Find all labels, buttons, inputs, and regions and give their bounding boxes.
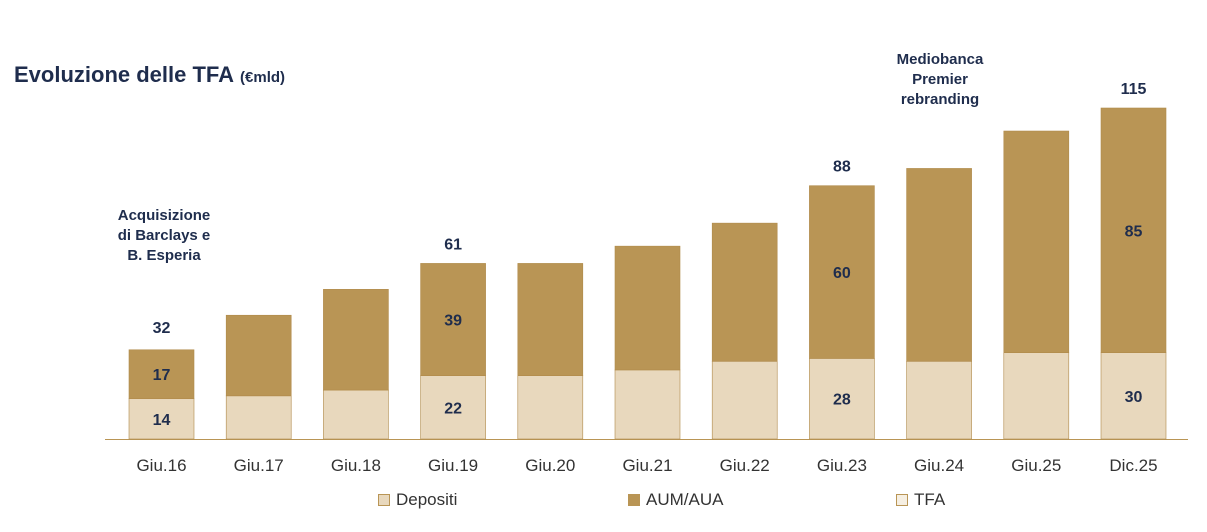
bar-segment-depositi [517, 375, 584, 440]
bar-segment-aum-aua [1003, 130, 1070, 353]
x-tick-label: Giu.21 [622, 456, 672, 475]
legend-label-aum-aua: AUM/AUA [646, 490, 724, 509]
data-label-aum-aua: 85 [1125, 223, 1143, 240]
x-tick-label: Giu.17 [234, 456, 284, 475]
legend-item-aum-aua: AUM/AUA [628, 490, 723, 510]
chart-legend: Depositi AUM/AUA TFA [0, 490, 1207, 514]
bar-segment-depositi [1100, 352, 1167, 440]
acquisition-annotation: Acquisizione di Barclays e B. Esperia [104, 206, 224, 266]
x-tick-label: Giu.18 [331, 456, 381, 475]
chart-title-text: Evoluzione delle TFA [14, 62, 235, 87]
data-label-depositi: 28 [833, 392, 851, 409]
acquisition-annotation-line: B. Esperia [127, 247, 201, 264]
bar-segment-depositi [128, 398, 195, 440]
rebranding-annotation-line: Premier [912, 71, 968, 88]
data-label-aum-aua: 39 [444, 313, 462, 330]
x-tick-label: Giu.16 [136, 456, 186, 475]
x-tick-label: Giu.19 [428, 456, 478, 475]
bar-segment-depositi [711, 360, 778, 440]
bar-segment-depositi [323, 389, 389, 440]
bar-segment-depositi [1003, 352, 1070, 440]
data-label-depositi: 30 [1125, 389, 1143, 406]
acquisition-annotation-line: di Barclays e [117, 227, 211, 244]
data-label-aum-aua: 17 [153, 367, 171, 384]
bar-segment-depositi [906, 360, 972, 440]
bar-segment-depositi [809, 358, 875, 440]
x-tick-label: Giu.24 [914, 456, 964, 475]
bar-segment-aum-aua [614, 245, 681, 371]
bar-segment-aum-aua [128, 349, 195, 400]
bar-segment-aum-aua [420, 263, 486, 376]
data-label-depositi: 22 [444, 400, 462, 417]
bar-segment-aum-aua [323, 289, 389, 391]
data-label-depositi: 14 [153, 412, 171, 429]
acquisition-annotation-line: Acquisizione [117, 207, 211, 224]
legend-item-depositi: Depositi [378, 490, 457, 510]
x-tick-label: Giu.20 [525, 456, 575, 475]
bar-segment-depositi [225, 395, 292, 440]
x-tick-label: Giu.22 [720, 456, 770, 475]
legend-item-tfa: TFA [896, 490, 945, 510]
chart-title: Evoluzione delle TFA (€mld) [14, 62, 285, 88]
bar-segment-aum-aua [1100, 107, 1167, 353]
rebranding-annotation-line: rebranding [900, 91, 980, 108]
rebranding-annotation-line: Mediobanca [896, 51, 984, 68]
bar-segment-aum-aua [225, 314, 292, 397]
legend-swatch-tfa [896, 494, 908, 506]
bar-segment-depositi [420, 375, 486, 440]
bar-segment-aum-aua [711, 222, 778, 362]
chart-title-unit: (€mld) [240, 69, 286, 86]
bar-segment-depositi [614, 369, 681, 440]
total-label: 88 [833, 159, 851, 176]
total-label: 61 [444, 236, 462, 253]
x-tick-label: Dic.25 [1109, 456, 1157, 475]
total-label: 115 [1121, 81, 1147, 98]
x-tick-label: Giu.23 [817, 456, 867, 475]
rebranding-annotation: Mediobanca Premier rebranding [872, 50, 1008, 110]
legend-swatch-aum-aua [628, 494, 640, 506]
legend-label-tfa: TFA [914, 490, 946, 509]
data-label-aum-aua: 60 [833, 265, 851, 282]
bar-segment-aum-aua [906, 168, 972, 362]
x-tick-label: Giu.25 [1011, 456, 1061, 475]
legend-label-depositi: Depositi [396, 490, 458, 509]
bar-segment-aum-aua [809, 185, 875, 359]
bar-segment-aum-aua [517, 263, 584, 376]
legend-swatch-depositi [378, 494, 390, 506]
total-label: 32 [153, 320, 171, 337]
